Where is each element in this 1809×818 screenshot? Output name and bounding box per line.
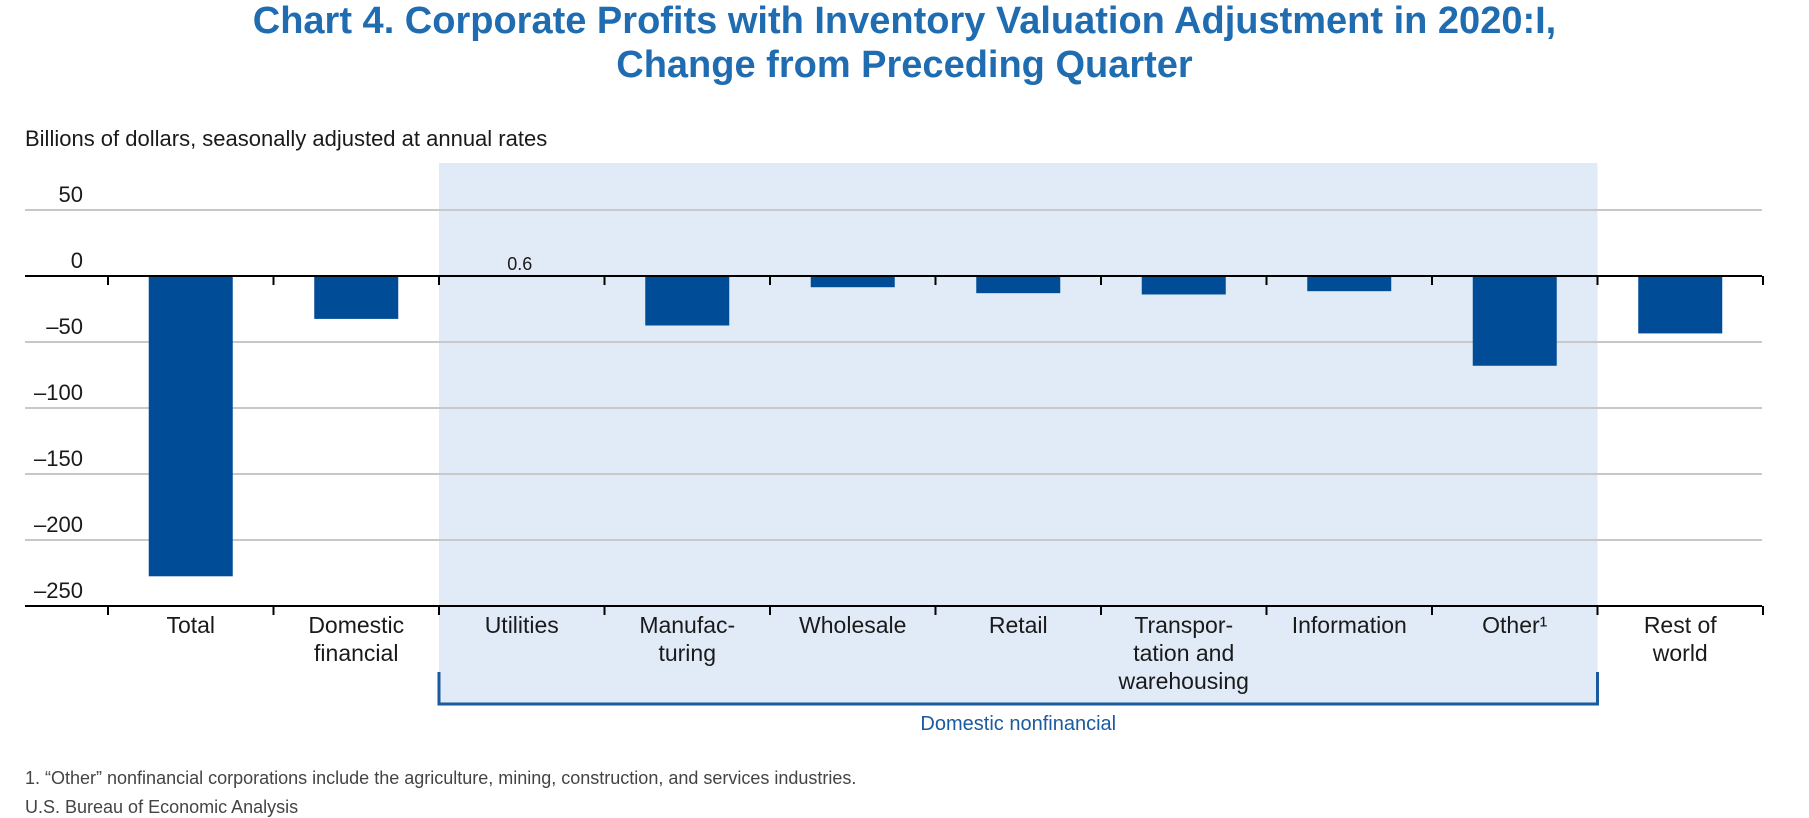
y-tick-label: –150 — [34, 446, 83, 471]
bar — [1638, 276, 1723, 334]
x-tick-label: Retail — [989, 612, 1048, 638]
x-tick-label: Domestic financial — [308, 612, 404, 666]
bar — [976, 276, 1061, 294]
bar — [1141, 276, 1226, 295]
bar — [1472, 276, 1557, 366]
y-tick-label: –100 — [34, 380, 83, 405]
bar — [645, 276, 730, 326]
y-tick-label: 0 — [71, 248, 83, 273]
data-label: 0.6 — [507, 254, 532, 274]
y-tick-label: –200 — [34, 512, 83, 537]
x-tick-label: Other¹ — [1482, 612, 1548, 638]
y-tick-label: –50 — [46, 314, 83, 339]
group-bracket — [437, 672, 1599, 706]
x-tick-label: Total — [166, 612, 215, 638]
x-tick-label: Manufac-turing — [639, 612, 735, 666]
y-tick-label: 50 — [59, 182, 83, 207]
bar — [148, 276, 233, 577]
group-shade — [439, 163, 1598, 704]
x-tick-label: Rest of world — [1644, 612, 1717, 666]
x-tick-label: Information — [1292, 612, 1407, 638]
x-tick-label: Transpor-tation and warehousing — [1118, 612, 1249, 694]
x-tick-label: Utilities — [485, 612, 559, 638]
x-tick-label: Wholesale — [799, 612, 906, 638]
bar — [314, 276, 399, 319]
chart-title-line-2: Change from Preceding Quarter — [616, 44, 1193, 86]
source-note: U.S. Bureau of Economic Analysis — [25, 797, 299, 817]
footnote: 1. “Other” nonfinancial corporations inc… — [25, 768, 857, 788]
chart-title-line-1: Chart 4. Corporate Profits with Inventor… — [252, 0, 1557, 42]
unit-note: Billions of dollars, seasonally adjusted… — [25, 126, 548, 151]
bar — [1307, 276, 1392, 292]
group-label: Domestic nonfinancial — [920, 713, 1116, 735]
bar — [810, 276, 895, 288]
y-tick-label: –250 — [34, 578, 83, 603]
